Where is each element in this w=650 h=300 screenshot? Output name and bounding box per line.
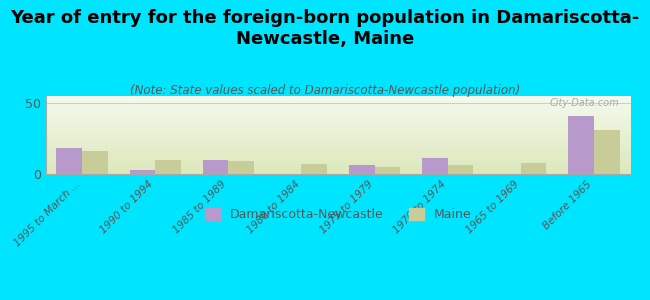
Bar bbox=[448, 166, 473, 174]
Bar bbox=[568, 116, 594, 174]
Bar bbox=[521, 163, 547, 174]
Bar bbox=[594, 130, 619, 174]
Bar bbox=[129, 170, 155, 174]
Text: City-Data.com: City-Data.com bbox=[549, 98, 619, 108]
Bar bbox=[155, 160, 181, 174]
Bar bbox=[228, 161, 254, 174]
Bar bbox=[203, 160, 228, 174]
Bar bbox=[57, 148, 82, 174]
Bar bbox=[349, 166, 374, 174]
Bar bbox=[302, 164, 327, 174]
Text: Year of entry for the foreign-born population in Damariscotta-
Newcastle, Maine: Year of entry for the foreign-born popul… bbox=[10, 9, 640, 48]
Legend: Damariscotta-Newcastle, Maine: Damariscotta-Newcastle, Maine bbox=[200, 203, 476, 226]
Text: (Note: State values scaled to Damariscotta-Newcastle population): (Note: State values scaled to Damariscot… bbox=[130, 84, 520, 97]
Bar bbox=[374, 167, 400, 174]
Bar bbox=[82, 151, 108, 174]
Bar bbox=[422, 158, 448, 174]
